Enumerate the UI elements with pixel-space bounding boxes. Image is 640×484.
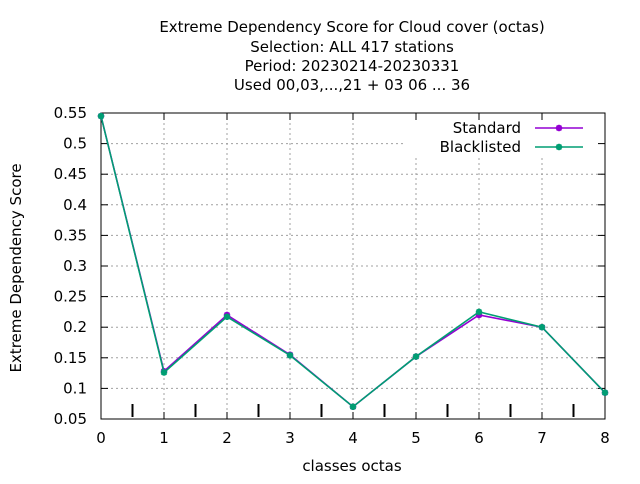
y-tick-label: 0.1 <box>63 379 87 397</box>
marker-stroke <box>538 324 546 331</box>
legend-label-standard: Standard <box>453 119 521 137</box>
data-point-blacklisted <box>223 313 231 320</box>
y-tick-label: 0.4 <box>63 196 87 214</box>
y-tick-label: 0.3 <box>63 257 87 275</box>
chart-title: Extreme Dependency Score for Cloud cover… <box>159 18 544 94</box>
data-point-blacklisted <box>97 112 105 120</box>
marker-stroke <box>286 352 294 359</box>
x-tick-label: 7 <box>537 429 547 447</box>
y-tick-label: 0.5 <box>63 135 87 153</box>
marker-stroke <box>475 308 483 316</box>
y-axis-label: Extreme Dependency Score <box>7 163 25 372</box>
marker-stroke <box>160 369 168 376</box>
marker-stroke <box>349 403 357 410</box>
x-tick-label: 1 <box>159 429 169 447</box>
marker-stroke <box>601 389 609 396</box>
title-line-3: Period: 20230214-20230331 <box>245 57 460 75</box>
y-tick-label: 0.25 <box>54 288 87 306</box>
x-tick-label: 8 <box>600 429 610 447</box>
plot-border <box>100 112 606 420</box>
x-tick-label: 2 <box>222 429 232 447</box>
title-line-2: Selection: ALL 417 stations <box>250 38 454 56</box>
y-tick-label: 0.15 <box>54 349 87 367</box>
legend-marker-blacklisted <box>555 143 563 151</box>
data-point-blacklisted <box>538 324 546 331</box>
title-line-1: Extreme Dependency Score for Cloud cover… <box>159 18 544 36</box>
x-tick-label: 5 <box>411 429 421 447</box>
x-tick-label: 6 <box>474 429 484 447</box>
y-tick-label: 0.05 <box>54 410 87 428</box>
x-tick-label: 3 <box>285 429 295 447</box>
data-point-blacklisted <box>475 308 483 316</box>
data-point-blacklisted <box>160 369 168 376</box>
x-tick-label: 0 <box>96 429 106 447</box>
marker-stroke <box>412 353 420 360</box>
y-tick-label: 0.55 <box>54 104 87 122</box>
axes: 0.05 0.1 0.15 0.2 0.25 0.3 0.35 0.4 0.45 0.5 0.55 0… <box>54 104 610 447</box>
marker-stroke <box>555 143 563 151</box>
x-axis-label: classes octas <box>302 457 402 475</box>
y-tick-label: 0.35 <box>54 226 87 244</box>
marker-stroke <box>555 124 563 132</box>
marker-stroke <box>97 112 105 120</box>
data-point-blacklisted <box>349 403 357 410</box>
marker-stroke <box>223 313 231 320</box>
grid <box>101 113 605 419</box>
data-point-blacklisted <box>286 352 294 359</box>
legend-label-blacklisted: Blacklisted <box>440 138 521 156</box>
legend-marker-standard <box>555 124 563 132</box>
y-tick-label: 0.2 <box>63 318 87 336</box>
series-lines <box>97 112 609 410</box>
y-tick-label: 0.45 <box>54 165 87 183</box>
x-tick-label: 4 <box>348 429 358 447</box>
data-point-blacklisted <box>601 389 609 396</box>
title-line-4: Used 00,03,...,21 + 03 06 ... 36 <box>234 76 470 94</box>
data-point-blacklisted <box>412 353 420 360</box>
